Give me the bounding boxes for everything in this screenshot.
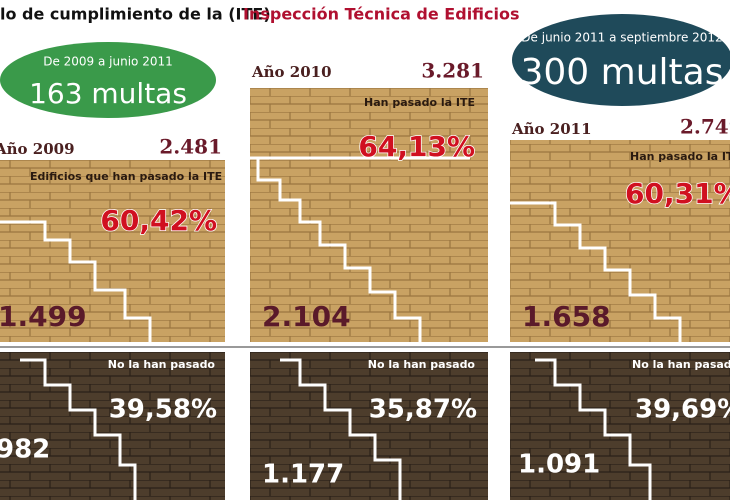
wall-passed [510,140,730,342]
failed-label: No la han pasado [632,358,730,371]
failed-count: 1.177 [262,460,344,490]
failed-pct: 39,69% [635,395,730,425]
passed-count: 1.499 [0,300,87,333]
total: 2.481 [159,135,222,159]
year: Año 2009 [0,140,75,158]
passed-pct: 64,13% [358,130,475,163]
passed-count: 2.104 [262,300,351,333]
stairs [510,201,682,342]
bubble-fines: 163 multas [29,77,187,110]
bubble-period: De 2009 a junio 2011 [43,55,173,69]
bubble-period: De junio 2011 a septiembre 2012 [521,31,722,45]
wall-passed [250,88,488,342]
year: Año 2010 [251,63,332,81]
bubble [512,14,730,106]
failed-count: 982 [0,435,50,465]
passed-label: Han pasado la ITE [630,150,730,163]
bubble-fines: 300 multas [521,52,724,93]
stairs [256,158,422,342]
stairs [535,358,652,500]
wall-failed [510,352,730,500]
year: Año 2011 [511,120,592,138]
failed-label: No la han pasado [368,358,476,371]
title-highlight: Inspección Técnica de Edificios [243,5,520,24]
failed-pct: 35,87% [369,395,477,425]
stairs [0,220,152,342]
passed-pct: 60,31% [625,177,730,210]
passed-count: 1.658 [522,300,611,333]
wall-failed [0,352,225,500]
bubble [0,42,216,118]
total: 3.281 [421,59,484,83]
passed-pct: 60,42% [100,204,217,237]
failed-count: 1.091 [518,450,600,480]
wall-failed [250,352,488,500]
passed-label: Han pasado la ITE [364,96,475,109]
failed-label: No la han pasado [108,358,216,371]
stairs [280,358,402,500]
wall-passed [0,160,225,342]
stairs [20,358,137,500]
total: 2.749 [680,115,730,139]
title: lo de cumplimiento de la (ITE) [0,5,271,24]
passed-label: Edificios que han pasado la ITE [30,170,222,183]
failed-pct: 39,58% [109,395,217,425]
